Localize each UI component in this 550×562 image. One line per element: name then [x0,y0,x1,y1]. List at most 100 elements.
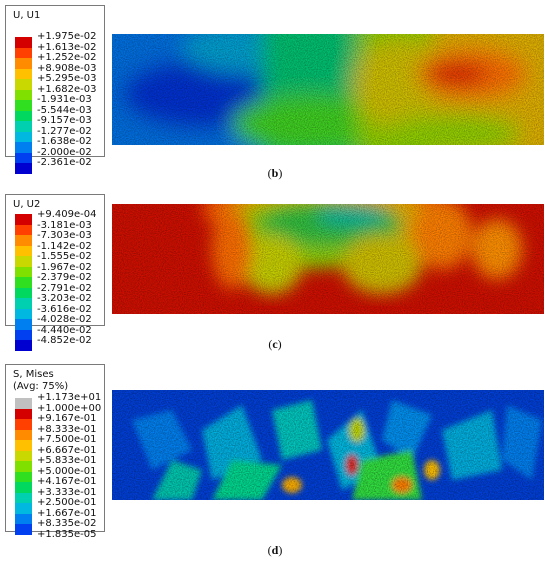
swatch [15,224,32,235]
legend-label: +2.500e-01 [37,497,97,508]
legend-label: -1.555e-02 [37,251,92,262]
caption-c: (c) [268,337,282,351]
mises-stress-contour-plot [112,390,544,500]
u2-contour-plot [112,204,544,314]
caption-b: (b) [267,166,283,180]
legend-title: U, U1 [13,10,41,21]
swatch [15,235,32,246]
u1-contour-plot [112,34,544,145]
legend-label: +9.167e-01 [37,413,97,424]
legend-label: +1.173e+01 [37,392,102,403]
legend-label: -2.361e-02 [37,157,92,168]
swatch [15,503,32,514]
swatch [15,340,32,351]
swatch [15,440,32,451]
legend-mises: S, Mises (Avg: 75%) +1.173e+01 +1.000e+0… [5,364,105,539]
legend-labels: +1.173e+01 +1.000e+00 +9.167e-01 +8.333e… [37,392,102,540]
swatch [15,319,32,330]
swatch [15,287,32,298]
legend-label: -1.638e-02 [37,136,92,147]
swatch [15,329,32,340]
swatch [15,398,32,409]
swatch [15,277,32,288]
swatch [15,308,32,319]
legend-title: U, U2 [13,199,41,210]
legend-u1: U, U1 +1.975e-02 +1.613e-02 +1.252e-02 +… [5,5,105,174]
legend-labels: +1.975e-02 +1.613e-02 +1.252e-02 +8.908e… [37,31,97,169]
legend-label: +1.000e+00 [37,402,102,414]
swatch [15,47,32,58]
swatch [15,79,32,90]
legend-label: -4.852e-02 [37,335,92,346]
color-scale [15,398,32,535]
legend-u2: U, U2 +9.409e-04 -3.181e-03 -7.303e-03 -… [5,194,105,351]
swatch [15,214,32,225]
legend-label: +5.000e-01 [37,465,97,477]
swatch [15,110,32,121]
legend-label: -7.303e-03 [37,230,92,241]
legend-label: +7.500e-01 [37,434,97,445]
legend-label: -2.000e-02 [37,146,92,158]
legend-label: -5.544e-03 [37,104,92,116]
swatch [15,429,32,440]
legend-title: S, Mises (Avg: 75%) [13,369,69,392]
swatch [15,482,32,493]
legend-label: -1.931e-03 [37,94,92,105]
legend-label: +1.667e-01 [37,507,97,519]
legend-label: -3.181e-03 [37,219,92,231]
legend-label: -4.028e-02 [37,314,92,325]
legend-label: -9.157e-03 [37,115,92,126]
legend-label: -2.791e-02 [37,282,92,294]
swatch [15,142,32,153]
caption-d: (d) [267,543,283,557]
legend-label: +8.333e-01 [37,423,97,435]
swatch [15,450,32,461]
legend-label: +6.667e-01 [37,444,97,456]
legend-label: -4.440e-02 [37,324,92,336]
color-scale [15,37,32,174]
swatch [15,37,32,48]
swatch [15,131,32,142]
legend-label: -1.967e-02 [37,261,92,273]
legend-label: -3.616e-02 [37,303,92,315]
swatch [15,524,32,535]
legend-label: +1.682e-03 [37,83,97,95]
swatch [15,256,32,267]
legend-label: +5.295e-03 [37,73,97,84]
legend-label: +8.335e-02 [37,518,97,529]
legend-label: +8.908e-03 [37,62,97,74]
swatch [15,408,32,419]
legend-label: +1.975e-02 [37,31,97,42]
caption-letter: c [272,337,278,351]
legend-label: -2.379e-02 [37,272,92,283]
swatch [15,100,32,111]
legend-label: +1.613e-02 [37,41,97,53]
legend-label: +5.833e-01 [37,455,97,466]
legend-label: -1.142e-02 [37,240,92,252]
swatch [15,298,32,309]
swatch [15,461,32,472]
color-scale [15,214,32,351]
swatch [15,492,32,503]
legend-labels: +9.409e-04 -3.181e-03 -7.303e-03 -1.142e… [37,209,97,347]
swatch [15,58,32,69]
caption-letter: d [271,543,279,557]
legend-label: +4.167e-01 [37,476,97,487]
swatch [15,471,32,482]
swatch [15,266,32,277]
swatch [15,68,32,79]
swatch [15,513,32,524]
legend-label: -1.277e-02 [37,125,92,137]
swatch [15,163,32,174]
legend-label: -3.203e-02 [37,293,92,304]
legend-label: +9.409e-04 [37,209,97,220]
swatch [15,152,32,163]
caption-letter: b [271,166,279,180]
swatch [15,121,32,132]
legend-label: +1.252e-02 [37,52,97,63]
legend-label: +1.835e-05 [37,528,97,540]
legend-label: +3.333e-01 [37,486,97,498]
swatch [15,245,32,256]
swatch [15,89,32,100]
swatch [15,419,32,430]
